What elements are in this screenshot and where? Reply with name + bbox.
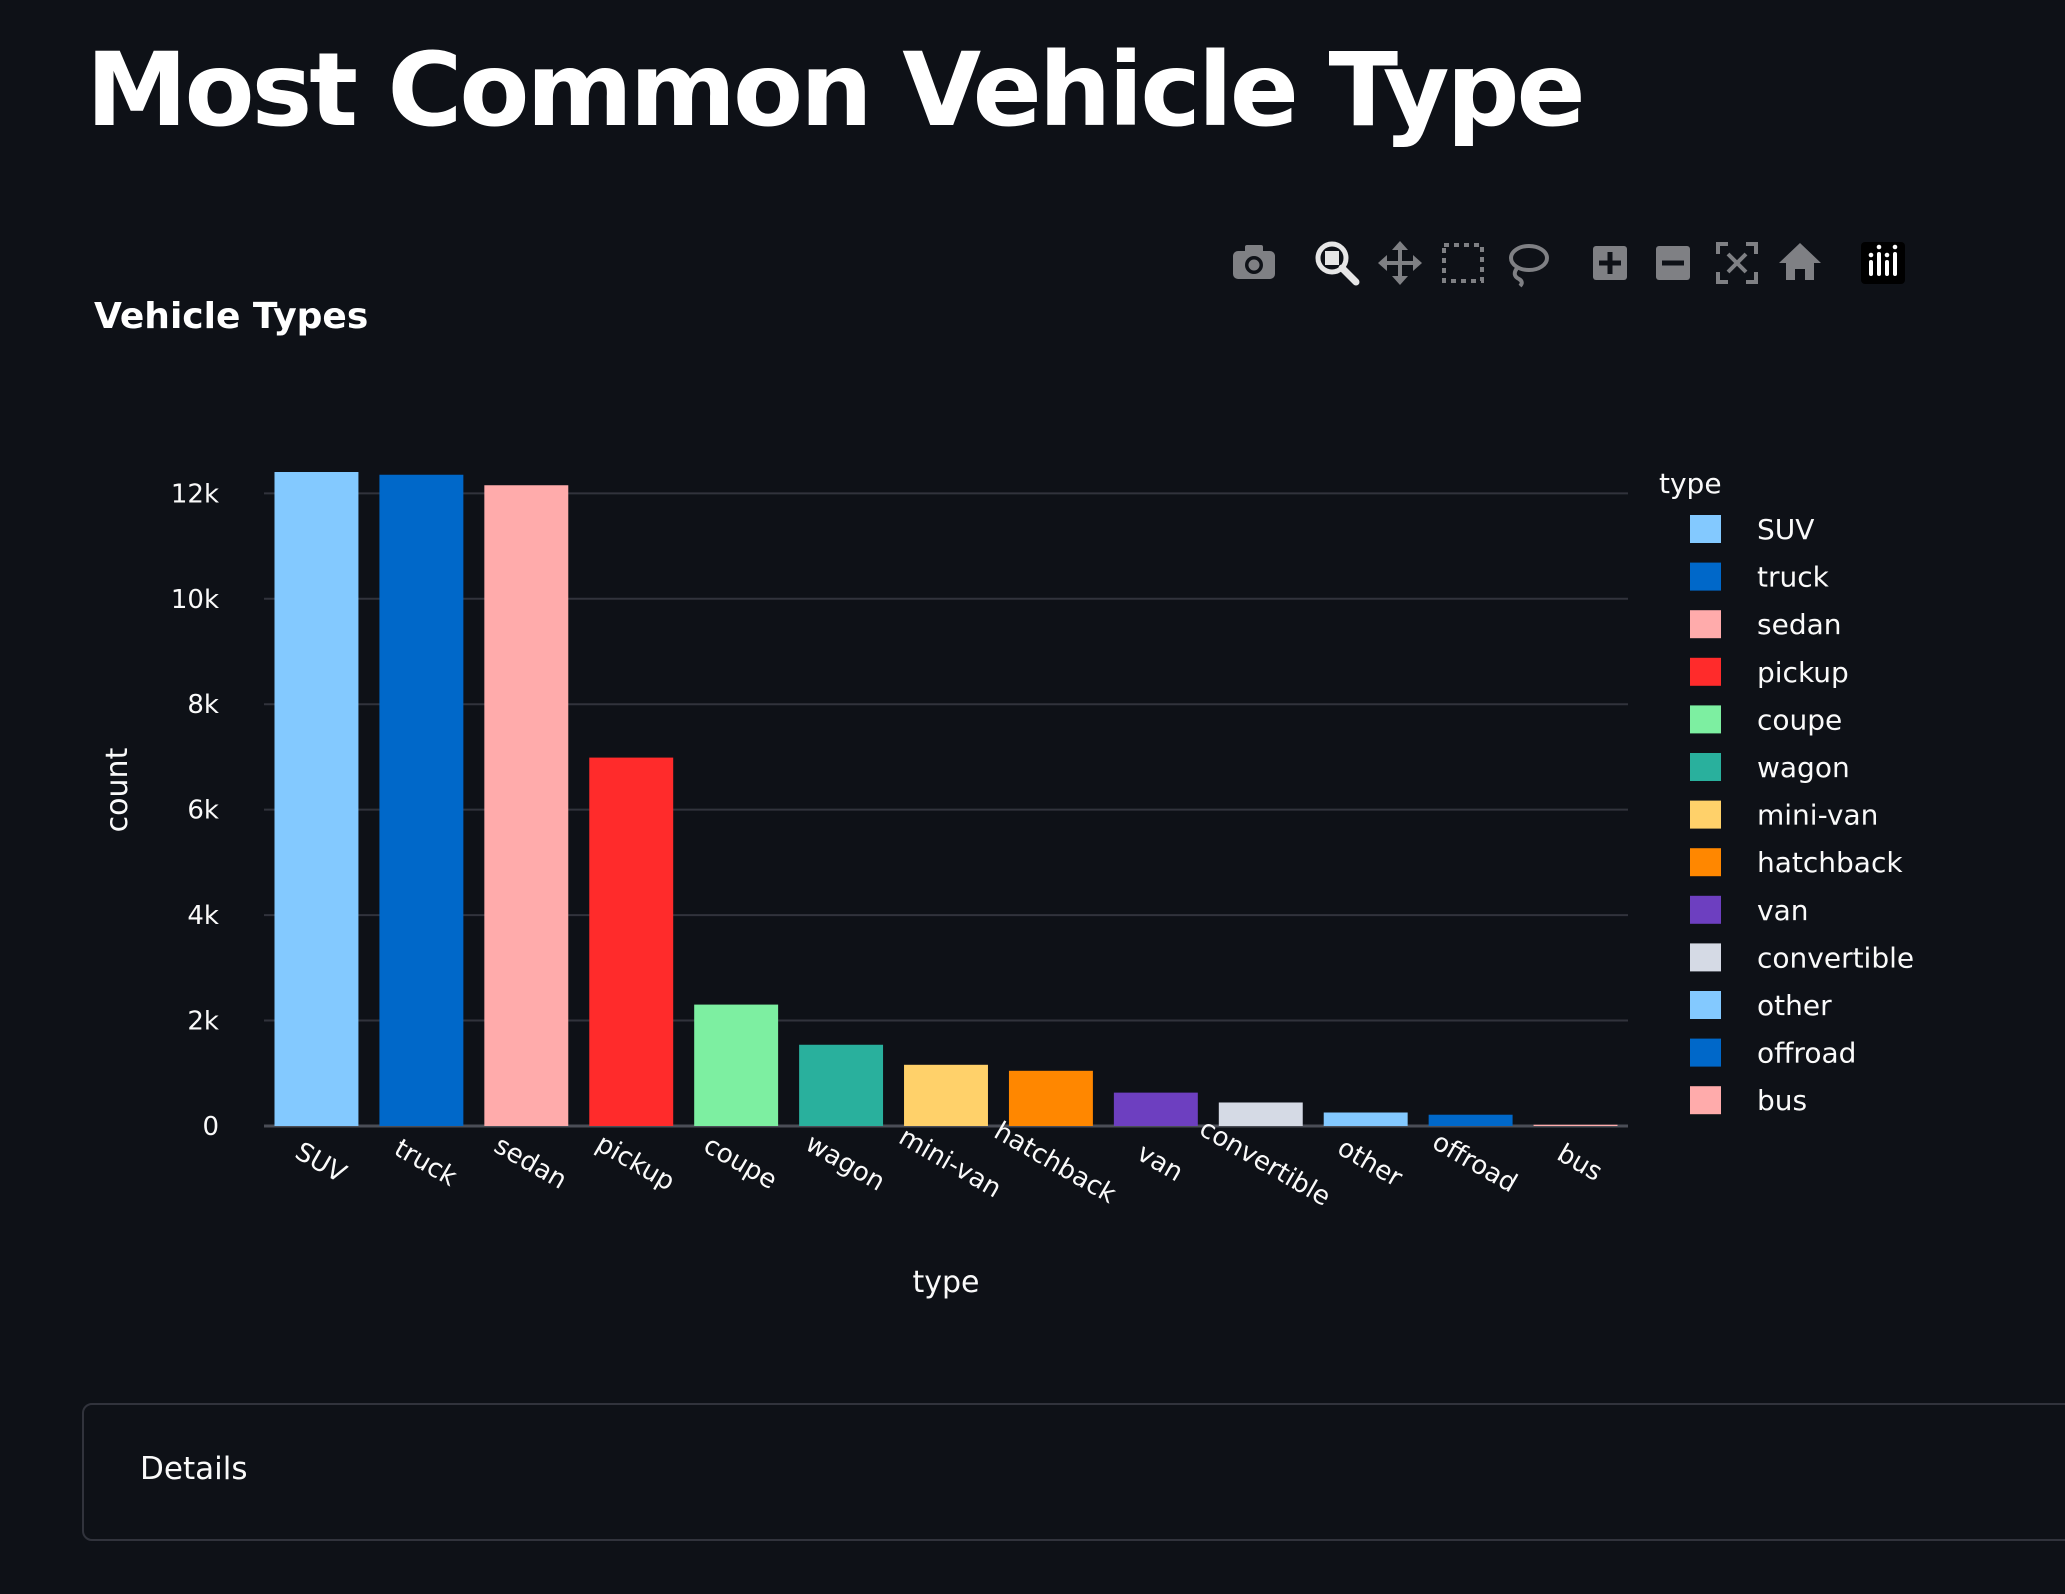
x-tick-label: SUV <box>290 1137 351 1190</box>
x-tick-label: van <box>1132 1138 1188 1188</box>
y-tick-label: 6k <box>187 796 219 826</box>
bar-other[interactable] <box>1323 1112 1408 1126</box>
reset-axes-icon[interactable] <box>1779 243 1821 280</box>
legend-swatch <box>1690 515 1721 543</box>
legend-swatch <box>1690 991 1721 1019</box>
bar-hatchback[interactable] <box>1008 1070 1093 1126</box>
bar-wagon[interactable] <box>799 1044 884 1126</box>
legend-swatch <box>1690 848 1721 877</box>
legend-swatch <box>1690 657 1721 686</box>
x-tick-label: hatchback <box>989 1116 1121 1210</box>
pan-icon[interactable] <box>1378 241 1422 285</box>
y-axis-title: count <box>100 747 135 832</box>
x-tick-label: truck <box>389 1133 462 1192</box>
legend-swatch <box>1690 562 1721 591</box>
gridlines <box>264 492 1628 1128</box>
bar-van[interactable] <box>1113 1092 1198 1126</box>
legend-item-hatchback[interactable]: hatchback <box>1690 846 1903 879</box>
legend-swatch <box>1690 1038 1721 1067</box>
y-tick-label: 2k <box>187 1007 219 1037</box>
legend-swatch <box>1690 753 1721 781</box>
bar-mini-van[interactable] <box>904 1064 988 1126</box>
bar-sedan[interactable] <box>484 485 569 1127</box>
legend-label: van <box>1757 894 1808 927</box>
x-tick-label: offroad <box>1427 1127 1522 1199</box>
legend-item-bus[interactable]: bus <box>1690 1084 1807 1117</box>
legend-item-convertible[interactable]: convertible <box>1690 941 1914 974</box>
y-tick-label: 12k <box>171 479 219 509</box>
camera-icon[interactable] <box>1233 245 1275 279</box>
plotly-logo-icon[interactable] <box>1861 242 1905 284</box>
x-tick-label: wagon <box>800 1129 890 1198</box>
zoom-icon[interactable] <box>1315 241 1360 286</box>
bars <box>274 472 1618 1127</box>
y-tick-label: 4k <box>187 901 219 931</box>
legend-item-van[interactable]: van <box>1690 894 1808 927</box>
legend-label: SUV <box>1757 513 1814 546</box>
y-tick-label: 0 <box>202 1112 219 1142</box>
legend-label: sedan <box>1757 608 1842 641</box>
x-tick-label: mini-van <box>894 1122 1007 1204</box>
zoom-out-icon[interactable] <box>1656 246 1690 280</box>
lasso-select-icon[interactable] <box>1509 244 1549 288</box>
legend-item-suv[interactable]: SUV <box>1690 513 1814 546</box>
details-label: Details <box>140 1451 248 1487</box>
legend-label: offroad <box>1757 1037 1856 1070</box>
bar-convertible[interactable] <box>1218 1102 1303 1126</box>
x-tick-label: coupe <box>698 1130 782 1196</box>
legend-label: pickup <box>1757 656 1849 689</box>
x-tick-label: pickup <box>591 1129 680 1198</box>
legend-label: mini-van <box>1757 799 1878 832</box>
legend-label: coupe <box>1757 703 1842 736</box>
legend-item-offroad[interactable]: offroad <box>1690 1037 1856 1070</box>
legend-label: bus <box>1757 1084 1807 1117</box>
legend-swatch <box>1690 800 1721 829</box>
legend-swatch <box>1690 943 1721 972</box>
legend-item-coupe[interactable]: coupe <box>1690 703 1842 736</box>
vehicle-types-chart[interactable]: Vehicle Types SUV truck sedan pickup coupe wa… <box>0 0 2065 1360</box>
legend-swatch <box>1690 895 1721 924</box>
legend-label: other <box>1757 989 1832 1022</box>
legend-label: hatchback <box>1757 846 1903 879</box>
chart-title: Vehicle Types <box>94 296 368 337</box>
legend-label: wagon <box>1757 751 1850 784</box>
legend-swatch <box>1690 610 1721 639</box>
x-tick-label: bus <box>1552 1138 1607 1187</box>
x-axis-title: type <box>912 1265 979 1300</box>
autoscale-icon[interactable] <box>1716 242 1758 284</box>
bar-bus[interactable] <box>1533 1124 1618 1126</box>
legend-item-other[interactable]: other <box>1690 989 1832 1022</box>
y-tick-label: 10k <box>171 585 219 615</box>
details-expander[interactable]: Details <box>82 1403 2065 1541</box>
legend-label: truck <box>1757 561 1830 594</box>
legend-title: type <box>1659 467 1722 500</box>
y-tick-label: 8k <box>187 690 219 720</box>
modebar <box>1233 241 1905 288</box>
legend-item-pickup[interactable]: pickup <box>1690 656 1849 689</box>
legend-item-sedan[interactable]: sedan <box>1690 608 1842 641</box>
page-title: Most Common Vehicle Type <box>86 31 1586 150</box>
x-tick-label: sedan <box>489 1130 572 1195</box>
x-tick-label: other <box>1332 1133 1407 1194</box>
x-tick-label: convertible <box>1194 1114 1335 1213</box>
box-select-icon[interactable] <box>1442 243 1484 283</box>
legend-item-mini-van[interactable]: mini-van <box>1690 799 1878 832</box>
bar-offroad[interactable] <box>1428 1114 1513 1126</box>
bar-suv[interactable] <box>274 472 359 1126</box>
zoom-in-icon[interactable] <box>1593 246 1627 280</box>
bar-truck[interactable] <box>379 474 464 1126</box>
legend-item-wagon[interactable]: wagon <box>1690 751 1850 784</box>
legend: type SUV truck sedan pickup coupe wagon mini-v… <box>1659 467 1914 1117</box>
legend-swatch <box>1690 1086 1721 1115</box>
y-tick-labels: 0 2k 4k 6k 8k 10k 12k <box>171 479 219 1142</box>
legend-item-truck[interactable]: truck <box>1690 561 1830 594</box>
legend-label: convertible <box>1757 941 1914 974</box>
bar-coupe[interactable] <box>694 1004 779 1126</box>
legend-swatch <box>1690 705 1721 734</box>
x-tick-labels: SUV truck sedan pickup coupe wagon mini-vanhat… <box>290 1114 1607 1213</box>
bar-pickup[interactable] <box>589 757 674 1126</box>
